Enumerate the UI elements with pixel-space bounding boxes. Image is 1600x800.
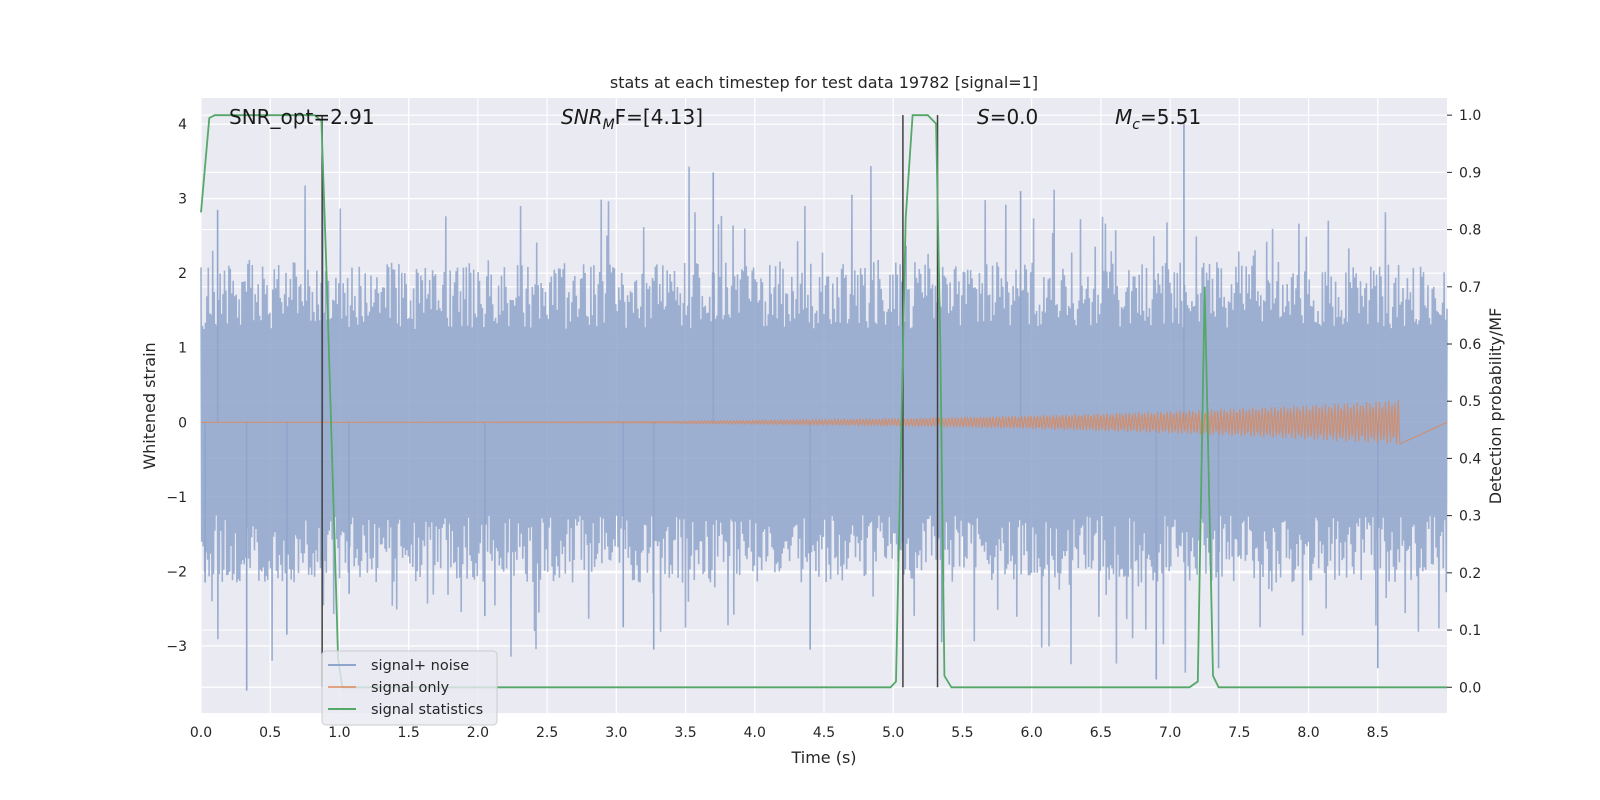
x-tick-label: 6.0	[1021, 725, 1043, 741]
x-tick-label: 8.5	[1367, 725, 1389, 741]
x-tick-label: 0.0	[190, 725, 212, 741]
x-tick-label: 5.5	[951, 725, 973, 741]
y-tick-label-left: 0	[178, 415, 187, 431]
y-tick-label-right: 0.9	[1459, 165, 1481, 181]
x-tick-label: 7.0	[1159, 725, 1181, 741]
signal-statistics-line	[200, 114, 1447, 689]
y-tick-label-left: −2	[166, 564, 187, 580]
x-tick-label: 8.0	[1297, 725, 1319, 741]
y-ticks-left: 4 3 2 1 0 −1 −2 −3	[166, 117, 187, 655]
snr-mf-base: SNR	[561, 105, 603, 129]
legend-box	[321, 650, 498, 726]
y-tick-label-left: 2	[178, 266, 187, 282]
snr-mf-rest: F=[4.13]	[615, 105, 703, 129]
x-ticks: 0.0 0.5 1.0 1.5 2.0 2.5 3.0 3.5 4.0 4.5 5.0 5.5 6.0 6…	[190, 725, 1389, 741]
x-tick-label: 1.5	[398, 725, 420, 741]
y-tick-label-right: 0.4	[1459, 451, 1481, 467]
x-tick-label: 5.0	[882, 725, 904, 741]
s-annotation: S=0.0	[977, 105, 1038, 129]
y-tick-label-left: −1	[166, 490, 187, 506]
snr-mf-annotation: SNRMF=[4.13]	[561, 105, 703, 133]
y-tick-label-right: 0.7	[1459, 280, 1481, 296]
x-tick-label: 4.0	[744, 725, 766, 741]
y-tick-label-left: 4	[178, 117, 187, 133]
y-tick-label-right: 0.0	[1459, 680, 1481, 696]
x-tick-label: 2.5	[536, 725, 558, 741]
y-tick-label-right: 0.3	[1459, 509, 1481, 525]
y-tick-label-right: 0.8	[1459, 223, 1481, 239]
y-tick-label-left: 3	[178, 192, 187, 208]
y-tick-label-right: 0.2	[1459, 566, 1481, 582]
legend-label-statistics: signal statistics	[371, 702, 483, 718]
legend: signal+ noise signal only signal statist…	[321, 650, 498, 726]
x-tick-label: 4.5	[813, 725, 835, 741]
snr-opt-annotation: SNR_opt=2.91	[229, 105, 375, 129]
y-tick-label-left: 1	[178, 341, 187, 357]
s-var: S	[977, 105, 990, 129]
mc-sub: c	[1132, 117, 1140, 133]
y-tick-label-right: 0.6	[1459, 337, 1481, 353]
y-tick-label-left: −3	[166, 639, 187, 655]
legend-label-noise: signal+ noise	[371, 658, 469, 674]
y-tick-label-right: 0.5	[1459, 394, 1481, 410]
mc-annotation: Mc=5.51	[1115, 105, 1201, 133]
signal-statistics-series	[200, 114, 1447, 689]
signal-noise-line	[200, 165, 1448, 673]
mc-var: M	[1115, 105, 1132, 129]
x-axis-label: Time (s)	[790, 748, 856, 767]
snr-mf-sub: M	[603, 117, 615, 133]
x-tick-label: 6.5	[1090, 725, 1112, 741]
x-tick-label: 0.5	[259, 725, 281, 741]
signal-only-line	[201, 399, 1448, 445]
x-tick-label: 3.0	[605, 725, 627, 741]
y-ticks-right: 1.0 0.9 0.8 0.7 0.6 0.5 0.4 0.3 0.2 0.1 0.0	[1447, 108, 1481, 696]
y-tick-label-right: 1.0	[1459, 108, 1481, 124]
x-tick-label: 3.5	[674, 725, 696, 741]
y-axis-label-right: Detection probability/MF	[1486, 308, 1505, 505]
x-tick-label: 1.0	[328, 725, 350, 741]
y-axis-label-left: Whitened strain	[140, 342, 159, 469]
chart-title: stats at each timestep for test data 197…	[610, 73, 1038, 92]
legend-label-signal: signal only	[371, 680, 450, 696]
signal-only-series	[201, 399, 1448, 445]
mc-rest: =5.51	[1140, 105, 1201, 129]
x-tick-label: 7.5	[1228, 725, 1250, 741]
s-rest: =0.0	[990, 105, 1039, 129]
x-tick-label: 2.0	[467, 725, 489, 741]
y-tick-label-right: 0.1	[1459, 623, 1481, 639]
